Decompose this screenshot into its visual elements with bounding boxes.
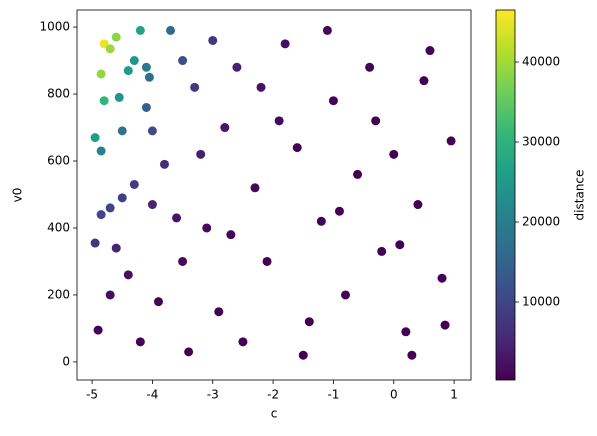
point xyxy=(256,82,266,92)
y-tick-label: 600 xyxy=(47,154,70,168)
y-tick-label: 400 xyxy=(47,220,70,234)
point xyxy=(117,193,127,203)
colorbar-tick-label: 10000 xyxy=(522,295,560,309)
point xyxy=(395,240,405,250)
point xyxy=(365,62,375,72)
point xyxy=(117,126,127,136)
point xyxy=(159,159,169,169)
colorbar xyxy=(495,9,516,381)
point xyxy=(371,116,381,126)
point xyxy=(135,25,145,35)
point xyxy=(99,39,109,49)
point xyxy=(90,238,100,248)
point xyxy=(304,317,314,327)
point xyxy=(178,56,188,66)
point xyxy=(172,213,182,223)
point xyxy=(437,273,447,283)
point xyxy=(334,206,344,216)
point xyxy=(135,337,145,347)
point xyxy=(96,210,106,220)
plot-frame xyxy=(76,9,472,381)
y-tick-label: 1000 xyxy=(39,20,70,34)
point xyxy=(353,169,363,179)
point xyxy=(96,69,106,79)
point xyxy=(93,325,103,335)
point xyxy=(111,32,121,42)
colorbar-tick-label: 30000 xyxy=(522,135,560,149)
point xyxy=(123,66,133,76)
x-tick-label: -4 xyxy=(146,388,158,402)
point xyxy=(153,297,163,307)
point xyxy=(389,149,399,159)
x-tick-label: -5 xyxy=(86,388,98,402)
point xyxy=(105,44,115,54)
point xyxy=(425,46,435,56)
y-tick-label: 200 xyxy=(47,287,70,301)
point xyxy=(419,76,429,86)
point xyxy=(262,256,272,266)
colorbar-tick-label: 20000 xyxy=(522,215,560,229)
point xyxy=(105,203,115,213)
point xyxy=(440,320,450,330)
point xyxy=(99,96,109,106)
point xyxy=(114,92,124,102)
point xyxy=(232,62,242,72)
point xyxy=(202,223,212,233)
point xyxy=(105,290,115,300)
point xyxy=(178,256,188,266)
point xyxy=(184,347,194,357)
colorbar-tick-label: 40000 xyxy=(522,55,560,69)
point xyxy=(166,25,176,35)
point xyxy=(208,35,218,45)
point xyxy=(238,337,248,347)
point xyxy=(141,62,151,72)
point xyxy=(129,179,139,189)
point xyxy=(226,230,236,240)
point xyxy=(123,270,133,280)
point xyxy=(129,56,139,66)
x-tick-label: -3 xyxy=(207,388,219,402)
point xyxy=(292,143,302,153)
x-axis-label: c xyxy=(271,407,278,421)
point xyxy=(322,25,332,35)
point xyxy=(446,136,456,146)
x-tick-label: 0 xyxy=(390,388,398,402)
point xyxy=(250,183,260,193)
y-tick-label: 0 xyxy=(62,354,70,368)
point xyxy=(96,146,106,156)
point xyxy=(377,246,387,256)
y-axis-label: v0 xyxy=(11,188,25,203)
point xyxy=(401,327,411,337)
point xyxy=(328,96,338,106)
x-tick-label: -2 xyxy=(267,388,279,402)
point xyxy=(316,216,326,226)
x-tick-label: 1 xyxy=(450,388,458,402)
point xyxy=(298,350,308,360)
point xyxy=(141,102,151,112)
point xyxy=(147,200,157,210)
point xyxy=(340,290,350,300)
point xyxy=(407,350,417,360)
point xyxy=(220,123,230,133)
point xyxy=(147,126,157,136)
x-tick-label: -1 xyxy=(327,388,339,402)
point xyxy=(90,133,100,143)
point xyxy=(196,149,206,159)
colorbar-label: distance xyxy=(573,170,587,221)
point xyxy=(214,307,224,317)
point xyxy=(190,82,200,92)
point xyxy=(413,200,423,210)
point xyxy=(274,116,284,126)
point xyxy=(144,72,154,82)
point xyxy=(111,243,121,253)
y-tick-label: 800 xyxy=(47,87,70,101)
point xyxy=(280,39,290,49)
